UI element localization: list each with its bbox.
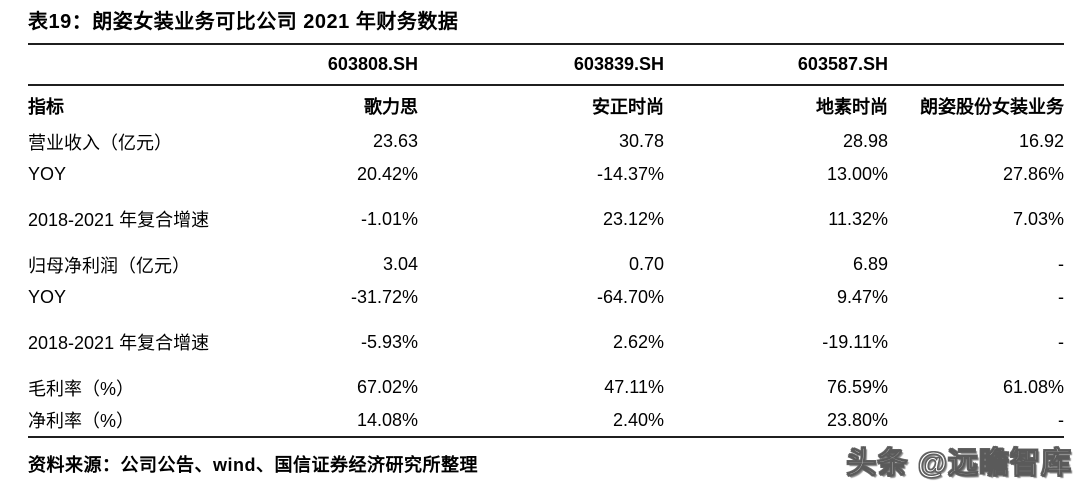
cell: 23.12% (602, 209, 664, 229)
table-row-net-margin: 净利率（%） 14.08% 2.40% 23.80% - (28, 404, 1064, 438)
row-label: YOY (28, 164, 67, 184)
toutiao-watermark: 头条 @远瞻智库 (846, 447, 1072, 481)
table-title: 表19：朗姿女装业务可比公司 2021 年财务数据 (28, 9, 1064, 45)
cell: -5.93% (360, 332, 418, 352)
cell: - (1058, 332, 1064, 352)
column-header-row: 指标 歌力思 安正时尚 地素时尚 朗姿股份女装业务 (28, 85, 1064, 125)
cell: 16.92 (1018, 131, 1064, 151)
cell: -19.11% (822, 332, 888, 352)
empty-corner-cell (28, 45, 268, 86)
row-label: YOY (28, 287, 67, 307)
ticker-code-geli: 603808.SH (268, 45, 418, 86)
table-row-revenue: 营业收入（亿元） 23.63 30.78 28.98 16.92 (28, 125, 1064, 158)
cell: -31.72% (350, 287, 418, 307)
cell: 14.08% (268, 404, 418, 438)
row-label: 毛利率（%） (28, 378, 135, 399)
column-header-langzi: 朗姿股份女装业务 (920, 96, 1064, 117)
cell: 30.78 (618, 131, 664, 151)
cell: 76.59% (826, 377, 888, 397)
cell: 23.63 (372, 131, 418, 151)
cell: 61.08% (1002, 377, 1064, 397)
cell: - (1058, 287, 1064, 307)
row-label: 净利率（%） (28, 404, 268, 438)
cell: 2.62% (612, 332, 664, 352)
cell: 0.70 (628, 254, 664, 274)
cell: -1.01% (360, 209, 418, 229)
table-row-gross-margin: 毛利率（%） 67.02% 47.11% 76.59% 61.08% (28, 371, 1064, 404)
ticker-codes-row: 603808.SH 603839.SH 603587.SH (28, 45, 1064, 86)
cell: 23.80% (664, 404, 888, 438)
cell: 2.40% (418, 404, 664, 438)
cell: 3.04 (382, 254, 418, 274)
financial-comparison-table: 603808.SH 603839.SH 603587.SH 指标 歌力思 安正时… (28, 45, 1064, 438)
cell: 6.89 (852, 254, 888, 274)
cell: 28.98 (842, 131, 888, 151)
column-header-indicator: 指标 (28, 96, 64, 117)
column-header-disu: 地素时尚 (816, 96, 888, 117)
row-label: 营业收入（亿元） (28, 132, 172, 153)
cell: 7.03% (1012, 209, 1064, 229)
cell: 47.11% (604, 377, 664, 397)
cell: 13.00% (826, 164, 888, 184)
row-label: 归母净利润（亿元） (28, 255, 190, 276)
cell: - (1058, 254, 1064, 274)
empty-cell (888, 45, 1064, 86)
row-label: 2018-2021 年复合增速 (28, 332, 210, 353)
cell: 27.86% (1002, 164, 1064, 184)
cell: -14.37% (596, 164, 664, 184)
table-row-revenue-cagr: 2018-2021 年复合增速 -1.01% 23.12% 11.32% 7.0… (28, 191, 1064, 248)
table-row-net-profit-yoy: YOY -31.72% -64.70% 9.47% - (28, 281, 1064, 314)
column-header-geli: 歌力思 (364, 96, 418, 117)
source-note: 资料来源：公司公告、wind、国信证券经济研究所整理 (28, 455, 478, 475)
cell: -64.70% (596, 287, 664, 307)
cell: 9.47% (836, 287, 888, 307)
table-row-net-profit-cagr: 2018-2021 年复合增速 -5.93% 2.62% -19.11% - (28, 314, 1064, 371)
cell: - (888, 404, 1064, 438)
cell: 20.42% (356, 164, 418, 184)
row-label: 2018-2021 年复合增速 (28, 209, 210, 230)
table-row-net-profit: 归母净利润（亿元） 3.04 0.70 6.89 - (28, 248, 1064, 281)
cell: 67.02% (356, 377, 418, 397)
column-header-anzheng: 安正时尚 (592, 96, 664, 117)
cell: 11.32% (828, 209, 888, 229)
table-row-revenue-yoy: YOY 20.42% -14.37% 13.00% 27.86% (28, 158, 1064, 191)
ticker-code-disu: 603587.SH (664, 45, 888, 86)
ticker-code-anzheng: 603839.SH (418, 45, 664, 86)
